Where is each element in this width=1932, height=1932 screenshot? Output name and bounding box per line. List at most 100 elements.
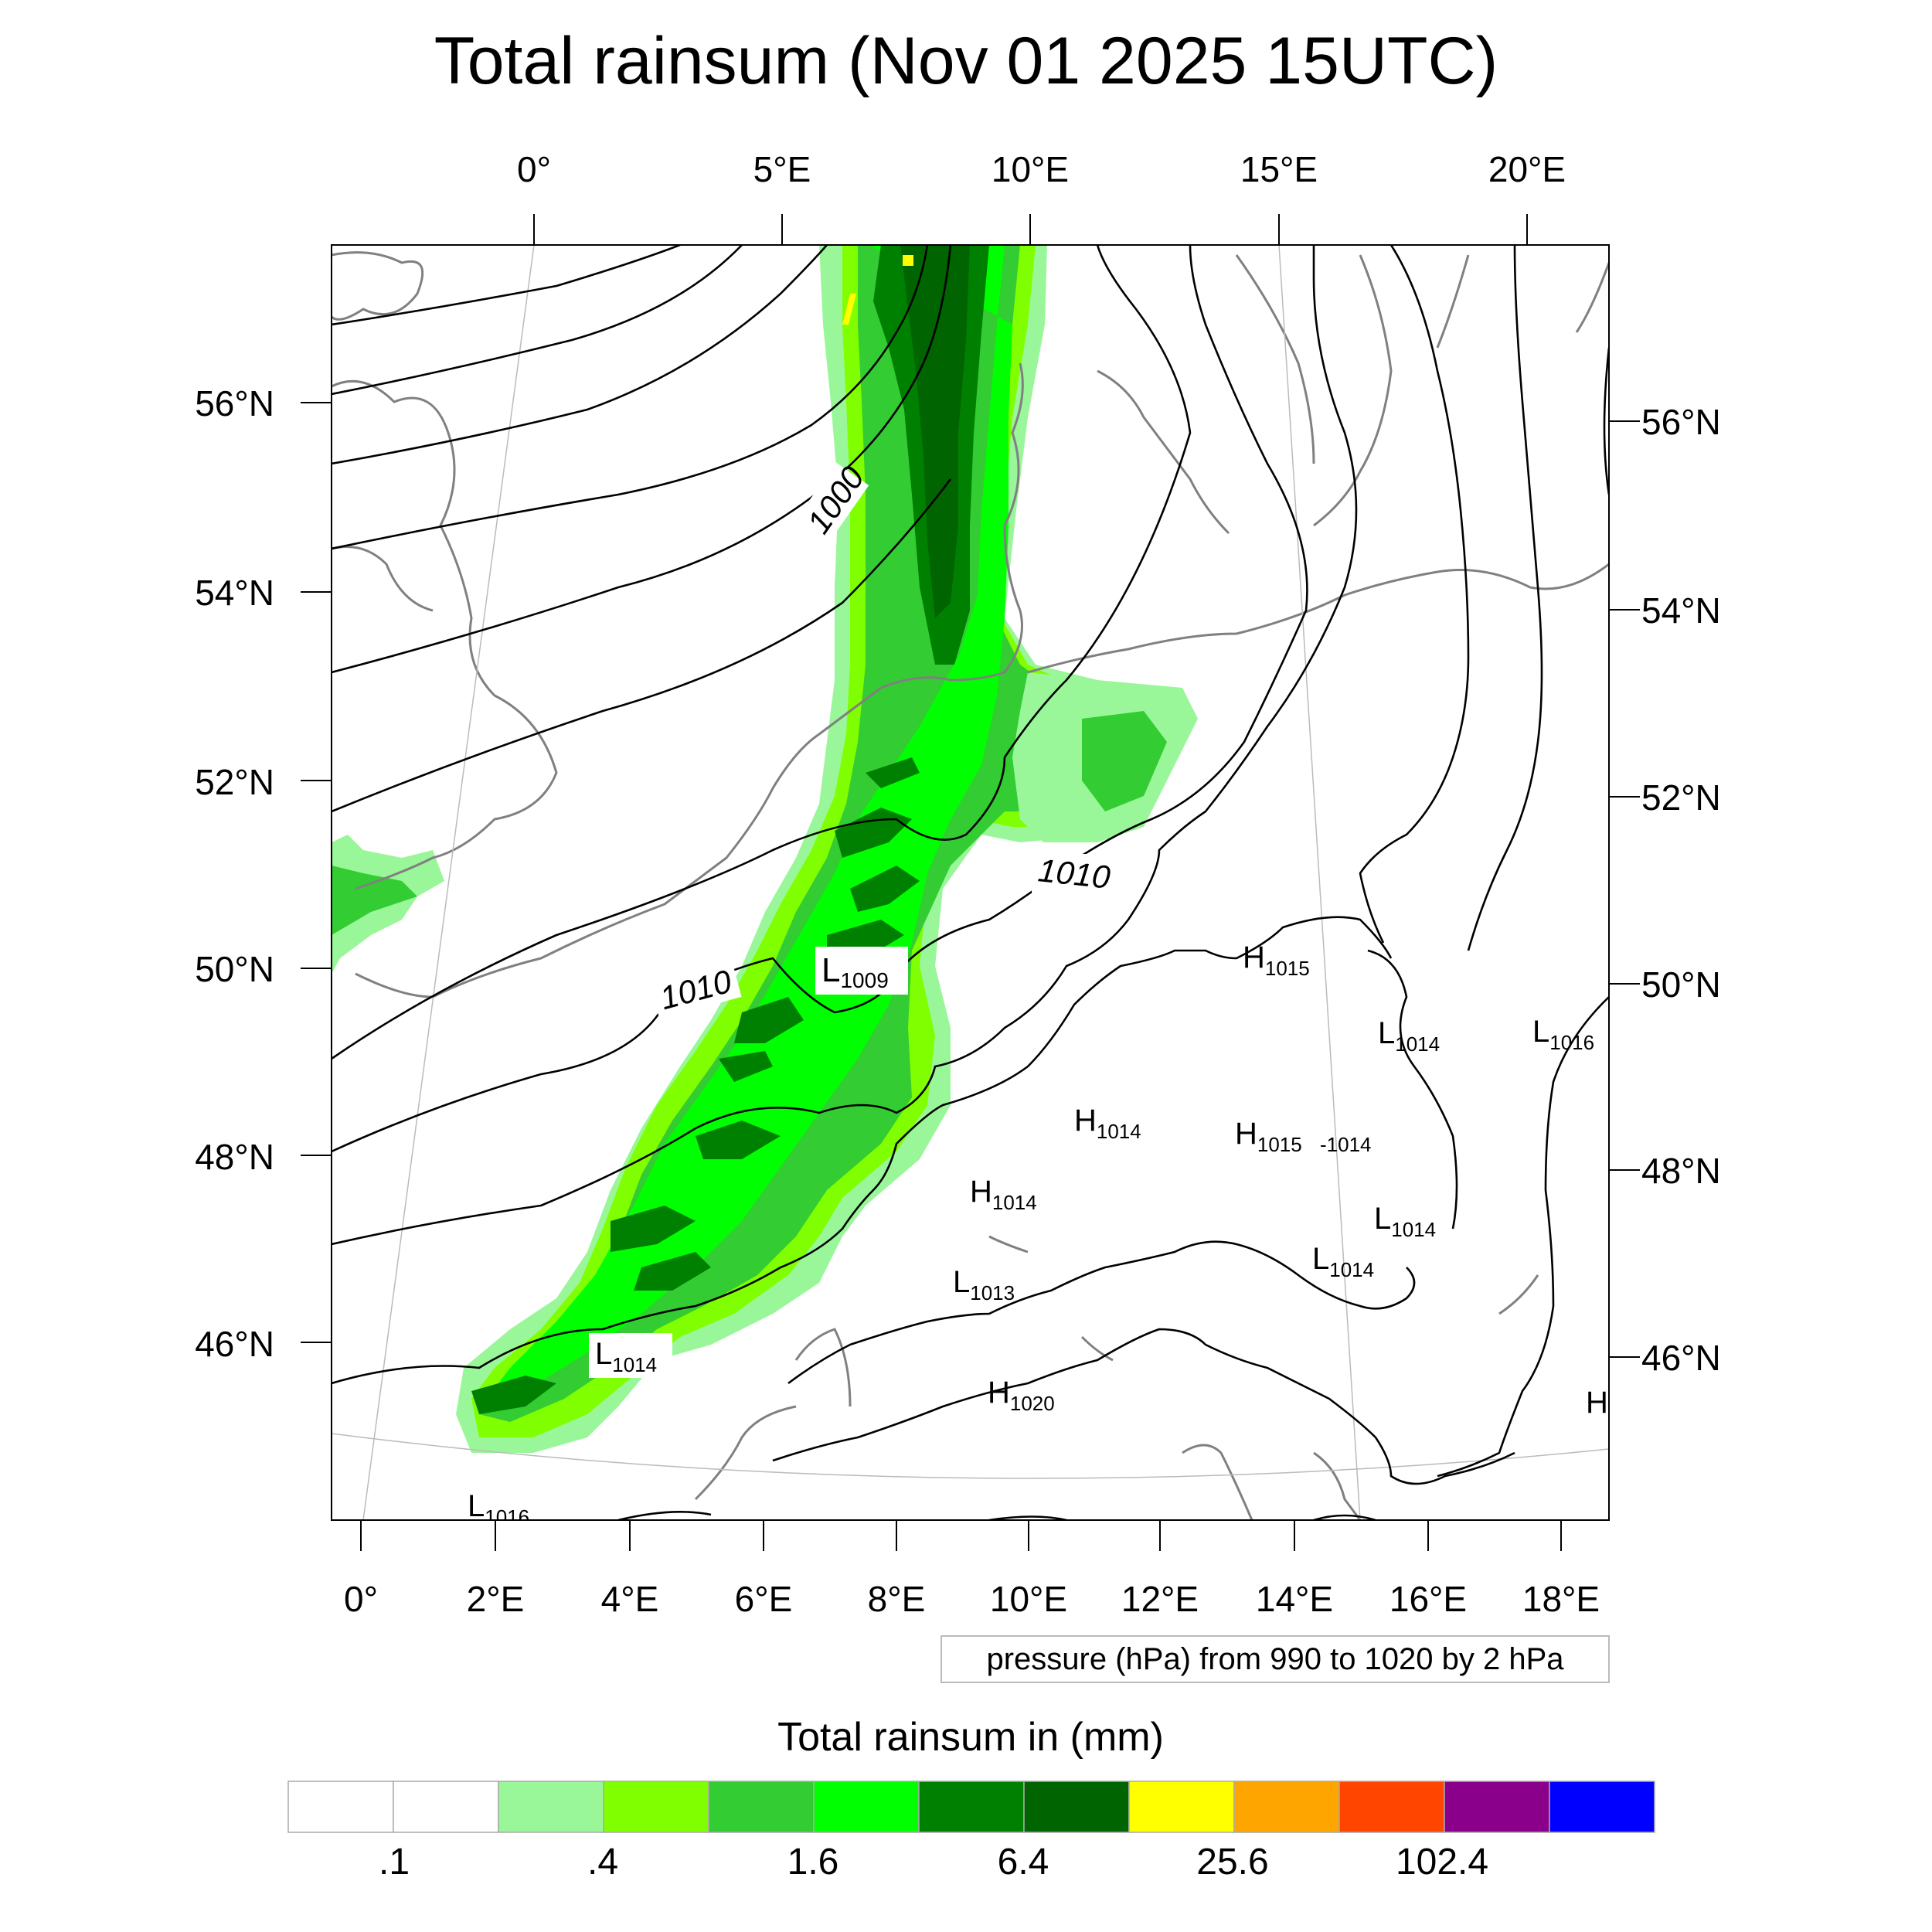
bottom-lon-label: 2°E — [467, 1579, 525, 1619]
right-lat-label: 56°N — [1641, 402, 1721, 442]
svg-text:L1016: L1016 — [1532, 1015, 1594, 1054]
colorbar-swatch — [498, 1781, 604, 1833]
rain-peak-yellow — [842, 294, 856, 325]
right-lat-axis: 56°N 54°N 52°N 50°N 48°N 46°N — [1609, 402, 1721, 1378]
bottom-lon-label: 8°E — [868, 1579, 926, 1619]
map-title: Total rainsum (Nov 01 2025 15UTC) — [434, 24, 1498, 98]
svg-text:-1014: -1014 — [1320, 1133, 1372, 1156]
pressure-center: L1014 — [589, 1333, 672, 1378]
isobars — [332, 245, 1609, 1520]
bottom-lon-label: 16°E — [1389, 1579, 1467, 1619]
colorbar-tick-label: 102.4 — [1396, 1842, 1488, 1883]
bottom-lon-axis: 0° 2°E 4°E 6°E 8°E 10°E 12°E 14°E 16°E 1… — [344, 1520, 1600, 1619]
left-lat-label: 56°N — [195, 383, 274, 423]
left-lat-axis: 56°N 54°N 52°N 50°N 48°N 46°N — [195, 383, 332, 1364]
svg-text:H1015: H1015 — [1235, 1117, 1302, 1156]
colorbar-swatch — [393, 1781, 499, 1833]
bottom-lon-label: 6°E — [735, 1579, 793, 1619]
top-lon-label: 0° — [517, 149, 551, 189]
info-box-text: pressure (hPa) from 990 to 1020 by 2 hPa — [986, 1642, 1564, 1676]
svg-text:H1015: H1015 — [1243, 940, 1310, 980]
rain-peak-yellow — [903, 255, 913, 266]
top-lon-label: 5°E — [753, 149, 811, 189]
colorbar-tick-label: .1 — [379, 1842, 410, 1883]
left-lat-label: 48°N — [195, 1137, 274, 1177]
pressure-center: L1014 — [1378, 1016, 1440, 1056]
pressure-center: H1015 — [1243, 940, 1310, 980]
svg-text:L1014: L1014 — [1374, 1202, 1436, 1241]
svg-text:L1016: L1016 — [468, 1489, 529, 1529]
svg-text:L1014: L1014 — [1378, 1016, 1440, 1056]
right-lat-label: 50°N — [1641, 964, 1721, 1005]
map-area: 1000 1010 1010 L1009 H1015 L1014 L1016 H… — [332, 245, 1609, 1529]
right-lat-label: 54°N — [1641, 590, 1721, 631]
colorbar-ticks: .1 .4 1.6 6.4 25.6 102.4 — [379, 1842, 1488, 1883]
colorbar-swatch — [1023, 1781, 1130, 1833]
pressure-center: L1014 — [1312, 1242, 1374, 1281]
rain-band-medium — [479, 245, 1136, 1422]
left-lat-label: 46°N — [195, 1324, 274, 1364]
colorbar-tick-label: .4 — [587, 1842, 618, 1883]
right-lat-label: 48°N — [1641, 1151, 1721, 1191]
colorbar-title: Total rainsum in (mm) — [777, 1715, 1164, 1760]
svg-text:H: H — [1586, 1386, 1608, 1420]
pressure-center: H1015 — [1235, 1117, 1302, 1156]
graticule — [332, 245, 1609, 1520]
bottom-lon-label: 0° — [344, 1579, 378, 1619]
pressure-center: L1016 — [468, 1489, 529, 1529]
colorbar-swatch — [918, 1781, 1025, 1833]
pressure-centers: L1009 H1015 L1014 L1016 H1014 H1015 -101… — [468, 940, 1608, 1529]
colorbar-swatch — [603, 1781, 709, 1833]
colorbar — [287, 1781, 1655, 1833]
top-lon-label: 10°E — [992, 149, 1069, 189]
svg-text:L1013: L1013 — [953, 1265, 1015, 1304]
rain-patch-east-core — [1082, 711, 1167, 811]
rain-patch-west-core — [332, 866, 417, 935]
rain-band-darker — [900, 245, 970, 618]
right-lat-label: 52°N — [1641, 777, 1721, 818]
pressure-center: H — [1586, 1386, 1608, 1420]
pressure-center: -1014 — [1320, 1133, 1372, 1156]
pressure-center: L1009 — [815, 947, 908, 995]
colorbar-swatch — [708, 1781, 815, 1833]
svg-text:L1014: L1014 — [595, 1337, 657, 1376]
colorbar-tick-label: 25.6 — [1196, 1842, 1268, 1883]
pressure-center: L1014 — [1374, 1202, 1436, 1241]
svg-text:L1009: L1009 — [821, 951, 889, 992]
bottom-lon-label: 18°E — [1522, 1579, 1600, 1619]
precipitation-field — [332, 245, 1198, 1453]
left-lat-label: 54°N — [195, 573, 274, 613]
colorbar-swatch — [287, 1781, 394, 1833]
pressure-center: L1016 — [1532, 1015, 1594, 1054]
colorbar-swatch — [1549, 1781, 1655, 1833]
colorbar-tick-label: 6.4 — [998, 1842, 1049, 1883]
top-lon-axis: 0° 5°E 10°E 15°E 20°E — [517, 149, 1566, 245]
contour-label: 1010 — [1036, 852, 1112, 896]
top-lon-label: 20°E — [1488, 149, 1566, 189]
bottom-lon-label: 12°E — [1121, 1579, 1199, 1619]
colorbar-swatch — [1444, 1781, 1550, 1833]
svg-text:H1014: H1014 — [970, 1175, 1037, 1214]
svg-text:L1014: L1014 — [1312, 1242, 1374, 1281]
colorbar-tick-label: 1.6 — [787, 1842, 839, 1883]
pressure-center: H1014 — [970, 1175, 1037, 1214]
pressure-center: H1020 — [988, 1376, 1055, 1415]
colorbar-swatch — [1338, 1781, 1445, 1833]
rain-streaks-dark — [471, 757, 920, 1414]
bottom-lon-label: 14°E — [1256, 1579, 1333, 1619]
colorbar-swatch — [1233, 1781, 1340, 1833]
info-box — [940, 1635, 1610, 1683]
colorbar-swatch — [1128, 1781, 1235, 1833]
map-frame — [331, 244, 1610, 1521]
pressure-center: H1014 — [1074, 1104, 1141, 1143]
left-lat-label: 52°N — [195, 762, 274, 802]
left-lat-label: 50°N — [195, 949, 274, 989]
svg-text:H1014: H1014 — [1074, 1104, 1141, 1143]
pressure-center: L1013 — [953, 1265, 1015, 1304]
svg-text:H1020: H1020 — [988, 1376, 1055, 1415]
right-lat-label: 46°N — [1641, 1338, 1721, 1378]
bottom-lon-label: 4°E — [601, 1579, 659, 1619]
colorbar-swatch — [813, 1781, 920, 1833]
bottom-lon-label: 10°E — [990, 1579, 1067, 1619]
